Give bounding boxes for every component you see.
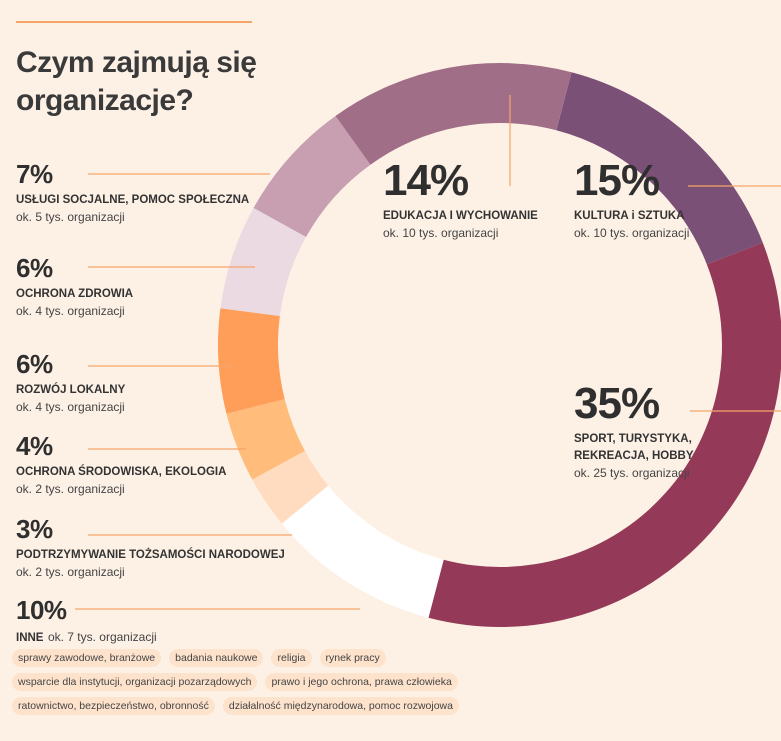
label-sport: 35% SPORT, TURYSTYKA, REKREACJA, HOBBY o… xyxy=(574,379,694,481)
donut-slice xyxy=(218,308,285,414)
tag: wsparcie dla instytucji, organizacji poz… xyxy=(12,673,258,691)
label-ochrona-zdrowia: 6% OCHRONA ZDROWIA ok. 4 tys. organizacj… xyxy=(16,253,134,318)
tag: prawo i jego ochrona, prawa człowieka xyxy=(265,673,458,691)
label-edukacja: 14% EDUKACJA I WYCHOWANIE ok. 10 tys. or… xyxy=(383,156,538,241)
donut-slice xyxy=(281,485,444,618)
label-ekologia: 4% OCHRONA ŚRODOWISKA, EKOLOGIA ok. 2 ty… xyxy=(16,431,227,496)
label-rozwoj-lokalny: 6% ROZWÓJ LOKALNY ok. 4 tys. organizacji xyxy=(16,349,126,414)
tag: rynek pracy xyxy=(319,649,386,667)
donut-slice xyxy=(220,207,307,317)
donut-slice xyxy=(335,63,572,165)
donut-slice xyxy=(252,450,329,524)
page-title: Czym zajmują się organizacje? xyxy=(16,46,257,117)
tag-row: wsparcie dla instytucji, organizacji poz… xyxy=(12,673,482,691)
label-kultura: 15% KULTURA i SZTUKA ok. 10 tys. organiz… xyxy=(574,156,690,241)
donut-slice xyxy=(428,242,781,627)
label-tozsamosc-narodowa: 3% PODTRZYMYWANIE TOŻSAMOŚCI NARODOWEJ o… xyxy=(16,514,285,579)
donut-slice xyxy=(226,399,305,480)
top-accent-line xyxy=(16,21,252,23)
tag: działalność międzynarodowa, pomoc rozwoj… xyxy=(222,697,459,715)
tag-row: ratownictwo, bezpieczeństwo, obronność d… xyxy=(12,697,482,715)
donut-slice xyxy=(556,72,763,265)
tag: sprawy zawodowe, branżowe xyxy=(12,649,162,667)
label-uslugi-socjalne: 7% USŁUGI SOCJALNE, POMOC SPOŁECZNA ok. … xyxy=(16,159,250,224)
tag-row: sprawy zawodowe, branżowe badania naukow… xyxy=(12,649,482,667)
tag: badania naukowe xyxy=(169,649,264,667)
tag: ratownictwo, bezpieczeństwo, obronność xyxy=(12,697,215,715)
inne-tags: sprawy zawodowe, branżowe badania naukow… xyxy=(12,649,482,721)
donut-slice xyxy=(253,115,371,238)
label-inne: 10% INNE ok. 7 tys. organizacji xyxy=(16,595,157,644)
tag: religia xyxy=(271,649,312,667)
